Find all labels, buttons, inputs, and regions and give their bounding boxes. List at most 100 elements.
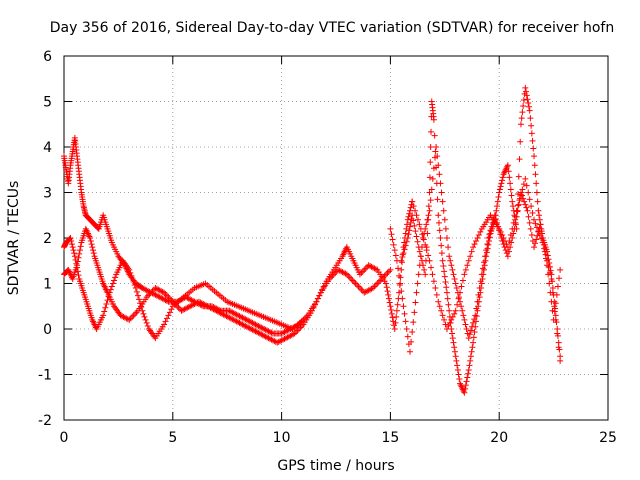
data-point-interp — [509, 203, 516, 210]
data-point-interp — [503, 241, 510, 248]
data-point-interp — [406, 223, 413, 230]
data-point-interp — [436, 227, 443, 234]
data-point-interp — [133, 288, 140, 295]
data-point-interp — [496, 186, 503, 193]
data-point-interp — [393, 307, 400, 314]
data-point-interp — [469, 344, 476, 351]
data-point-interp — [458, 283, 465, 290]
data-point-interp — [447, 257, 454, 264]
data-point — [426, 257, 433, 264]
data-point-interp — [425, 203, 432, 210]
data-point-interp — [453, 357, 460, 364]
data-point — [387, 303, 394, 310]
data-point-interp — [455, 295, 462, 302]
data-point-interp — [450, 339, 457, 346]
data-point-interp — [349, 277, 356, 284]
data-point — [452, 307, 459, 314]
data-point-interp — [76, 247, 83, 254]
data-point-interp — [492, 216, 499, 223]
data-point-interp — [413, 233, 420, 240]
data-point-interp — [495, 194, 502, 201]
data-point-interp — [438, 307, 445, 314]
data-point-interp — [141, 313, 148, 320]
data-point-interp — [451, 275, 458, 282]
data-point-interp — [523, 88, 530, 95]
series-track-b — [61, 225, 394, 346]
data-point-interp — [351, 278, 358, 285]
data-point-interp — [544, 257, 551, 264]
data-point — [459, 307, 466, 314]
data-point-interp — [475, 291, 482, 298]
data-point-interp — [359, 268, 366, 275]
data-point-interp — [77, 243, 84, 250]
data-point-interp — [111, 277, 118, 284]
data-point — [443, 289, 450, 296]
data-point-interp — [462, 385, 469, 392]
data-point — [300, 316, 307, 323]
data-point-interp — [517, 191, 524, 198]
data-point — [496, 225, 503, 232]
data-point-interp — [509, 235, 516, 241]
data-point-interp — [541, 248, 548, 255]
data-point — [139, 307, 146, 314]
data-point-interp — [427, 159, 434, 166]
data-point — [100, 312, 107, 319]
data-point-interp — [451, 344, 458, 351]
y-tick-label: 3 — [43, 186, 52, 202]
data-point — [470, 244, 477, 251]
data-point-interp — [130, 312, 137, 319]
data-point-interp — [554, 283, 561, 290]
data-point-interp — [438, 242, 445, 249]
data-point-interp — [497, 183, 504, 190]
data-point-interp — [456, 376, 463, 383]
data-point — [393, 257, 400, 264]
data-point-interp — [506, 238, 513, 245]
data-point — [526, 107, 533, 114]
data-point — [430, 116, 437, 123]
data-point — [126, 266, 133, 273]
data-point-interp — [413, 212, 420, 219]
data-point-interp — [294, 327, 301, 334]
data-point-interp — [425, 212, 432, 219]
data-point-interp — [454, 366, 461, 373]
data-point-interp — [87, 238, 94, 245]
data-point-interp — [372, 282, 379, 289]
data-point-interp — [442, 278, 449, 285]
data-point — [420, 235, 427, 241]
data-point-interp — [429, 271, 436, 278]
data-point-interp — [137, 300, 144, 307]
data-point — [535, 207, 542, 214]
data-point — [387, 266, 394, 273]
data-point-interp — [89, 244, 96, 251]
data-point-interp — [467, 353, 474, 360]
data-point-interp — [388, 310, 395, 317]
data-point-interp — [449, 313, 456, 320]
data-point-interp — [526, 196, 533, 203]
data-point-interp — [551, 303, 558, 310]
data-point-interp — [506, 174, 513, 181]
data-point-interp — [430, 278, 437, 285]
data-point — [452, 353, 459, 360]
data-point-interp — [520, 96, 527, 103]
data-point-interp — [391, 247, 398, 254]
data-point-interp — [467, 253, 474, 260]
data-point-interp — [461, 316, 468, 323]
data-point-interp — [329, 272, 336, 279]
data-point-interp — [389, 236, 396, 243]
data-point-interp — [508, 192, 515, 199]
data-point-interp — [507, 186, 514, 193]
data-point-interp — [441, 268, 448, 275]
data-point-interp — [385, 295, 392, 302]
data-point-interp — [417, 253, 424, 260]
data-point — [531, 244, 538, 251]
data-point-interp — [457, 298, 464, 305]
data-point-interp — [374, 280, 381, 287]
data-point-interp — [449, 335, 456, 342]
data-point-interp — [483, 247, 490, 254]
data-point-interp — [131, 282, 138, 289]
data-point-interp — [463, 326, 470, 332]
data-point-interp — [412, 228, 419, 235]
data-point-interp — [388, 307, 395, 314]
data-point-interp — [424, 216, 431, 223]
data-point-interp — [454, 301, 461, 308]
